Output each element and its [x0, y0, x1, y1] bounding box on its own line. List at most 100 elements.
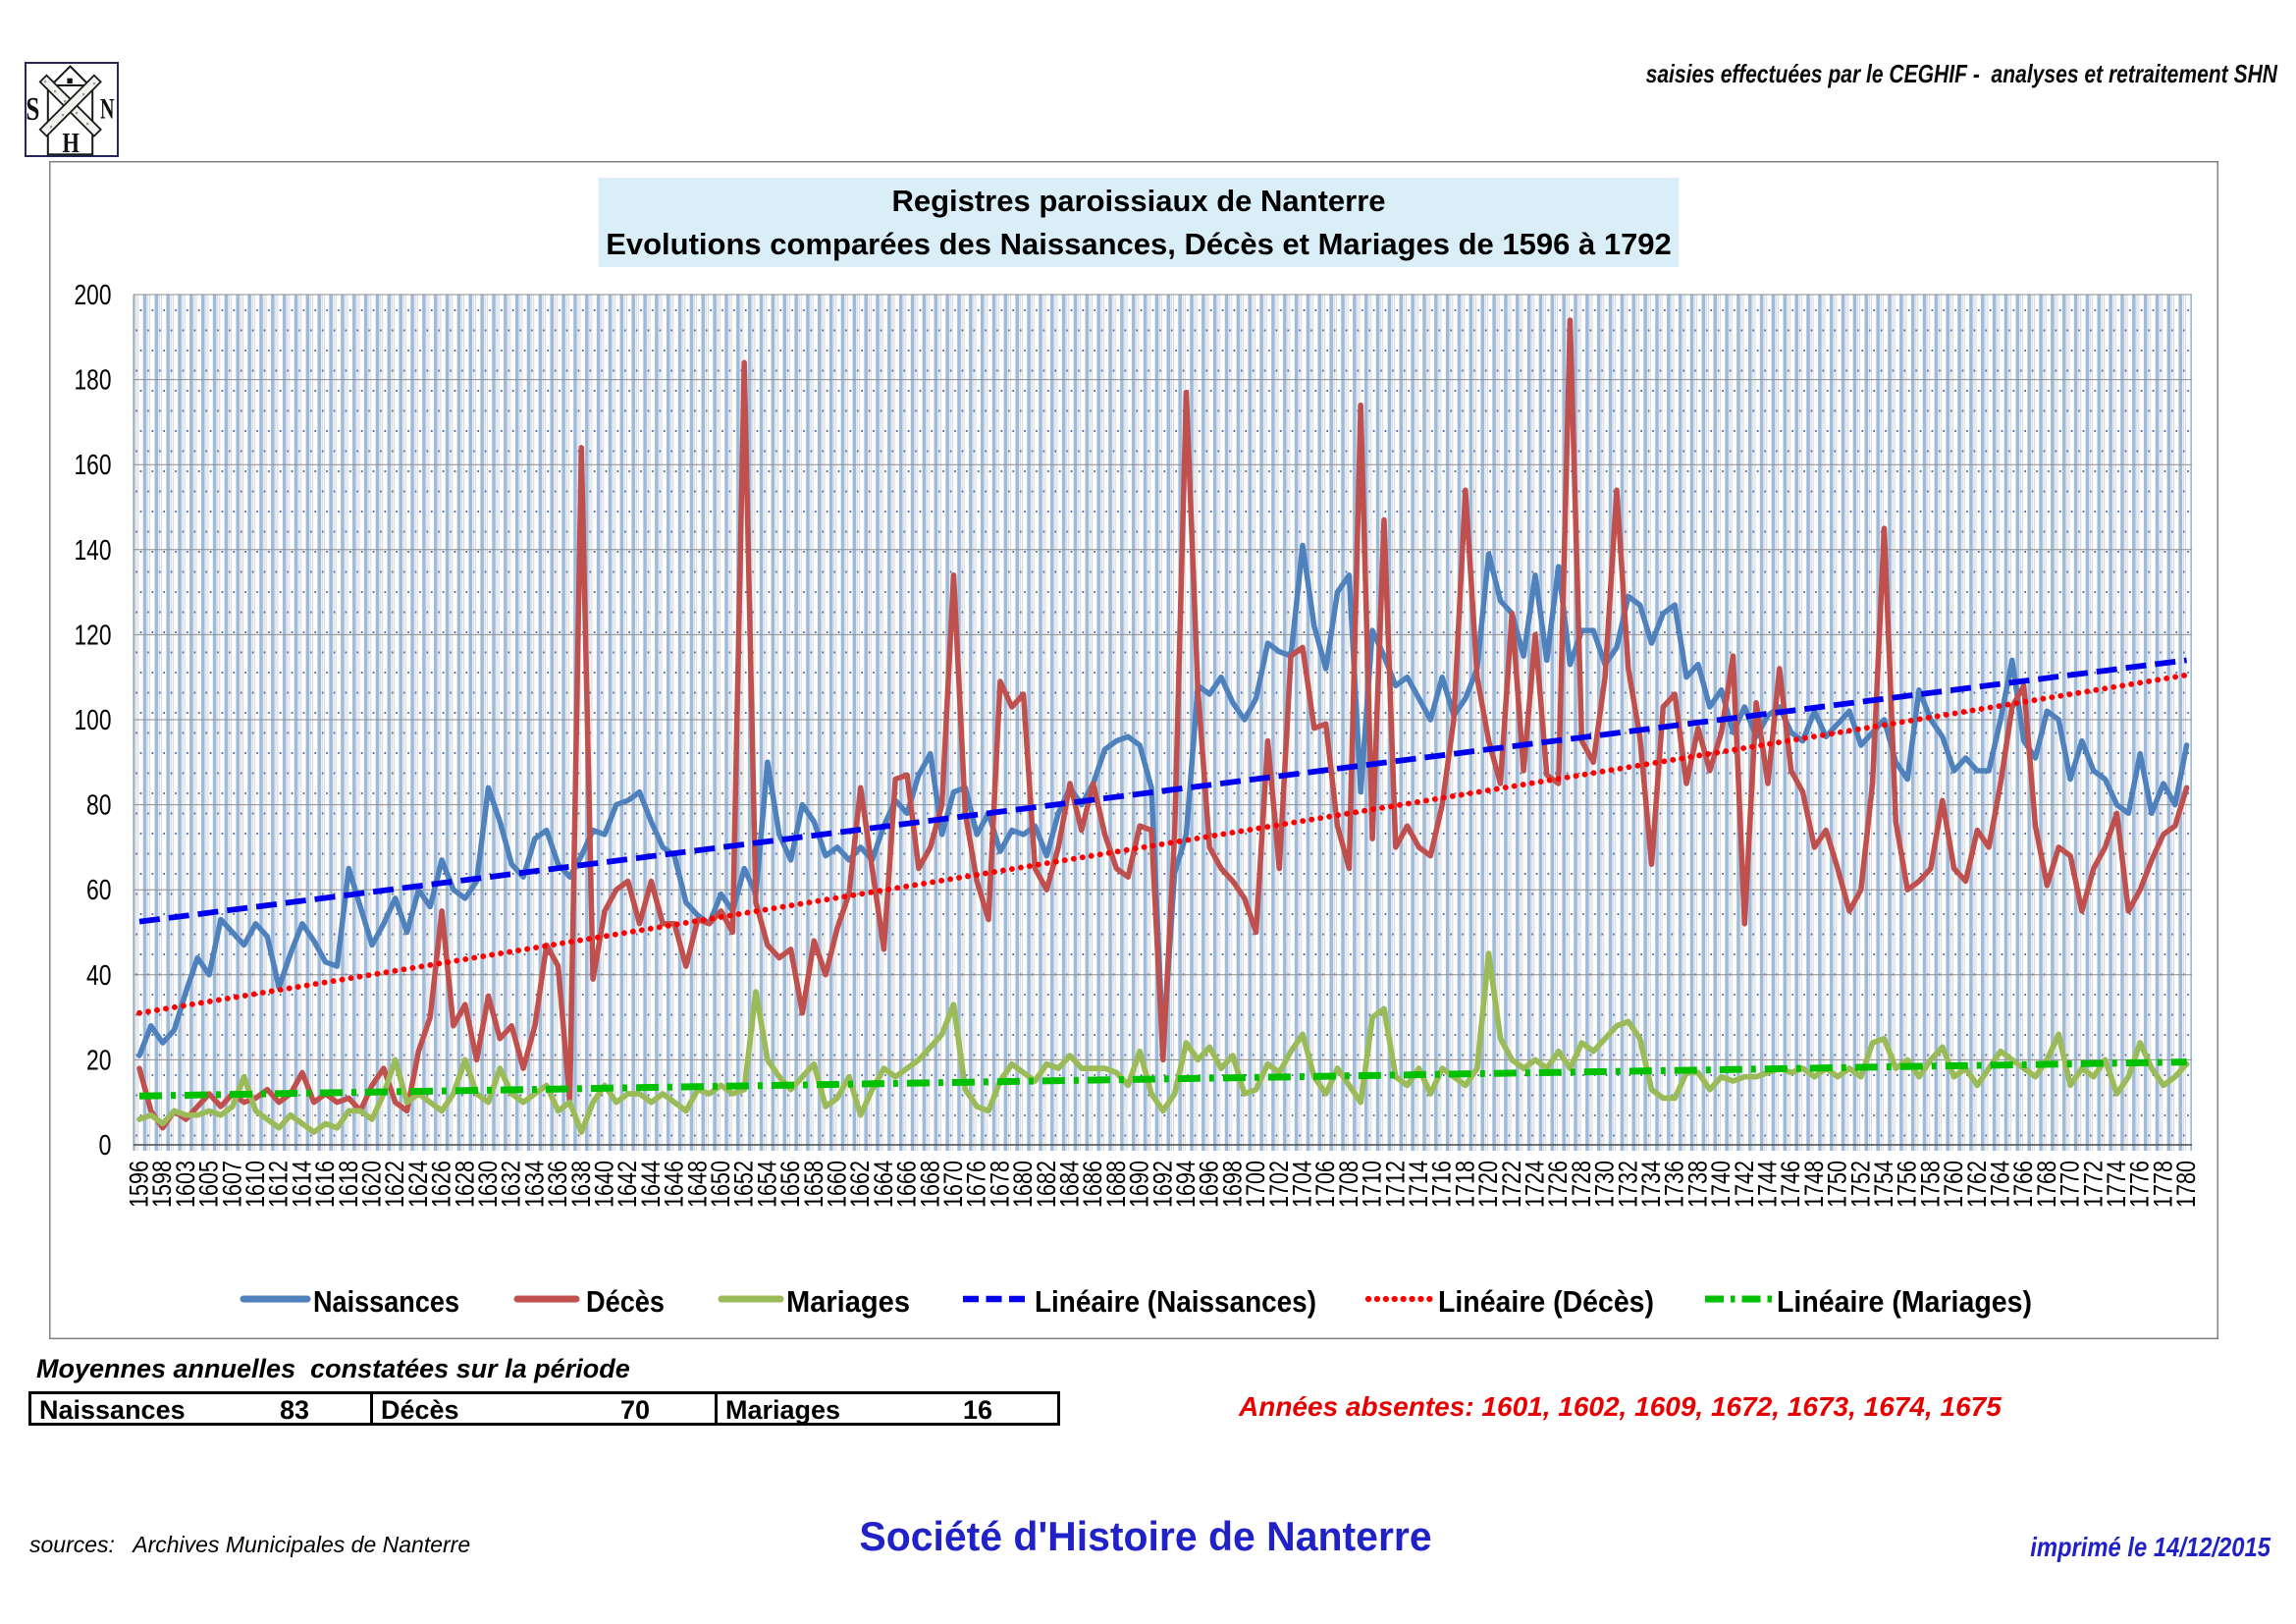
svg-text:1632: 1632: [497, 1161, 526, 1208]
svg-text:1696: 1696: [1195, 1161, 1224, 1208]
svg-text:1702: 1702: [1264, 1161, 1294, 1208]
svg-text:1666: 1666: [892, 1161, 922, 1208]
svg-text:1750: 1750: [1823, 1161, 1852, 1208]
svg-text:1684: 1684: [1055, 1161, 1085, 1208]
svg-text:1704: 1704: [1288, 1161, 1317, 1208]
svg-text:1738: 1738: [1682, 1161, 1712, 1208]
svg-text:1734: 1734: [1636, 1161, 1666, 1208]
svg-text:1624: 1624: [403, 1161, 433, 1208]
svg-text:140: 140: [75, 535, 112, 567]
svg-text:1766: 1766: [2008, 1161, 2038, 1208]
svg-text:1690: 1690: [1125, 1161, 1154, 1208]
svg-text:1718: 1718: [1450, 1161, 1479, 1208]
svg-text:1686: 1686: [1078, 1161, 1107, 1208]
svg-text:1642: 1642: [613, 1161, 642, 1208]
svg-text:1694: 1694: [1171, 1161, 1201, 1208]
svg-text:1646: 1646: [660, 1161, 689, 1208]
svg-text:1712: 1712: [1380, 1161, 1410, 1208]
svg-text:Décès: Décès: [586, 1284, 665, 1319]
svg-text:1706: 1706: [1310, 1161, 1340, 1208]
svg-text:1688: 1688: [1101, 1161, 1131, 1208]
svg-text:1732: 1732: [1613, 1161, 1642, 1208]
svg-text:1682: 1682: [1032, 1161, 1061, 1208]
svg-text:1607: 1607: [217, 1161, 246, 1208]
svg-text:1744: 1744: [1753, 1161, 1783, 1208]
svg-text:1668: 1668: [915, 1161, 944, 1208]
svg-text:120: 120: [75, 620, 112, 651]
svg-text:1678: 1678: [985, 1161, 1014, 1208]
svg-text:1664: 1664: [869, 1161, 898, 1208]
svg-text:1638: 1638: [566, 1161, 596, 1208]
svg-text:1648: 1648: [682, 1161, 712, 1208]
svg-text:1616: 1616: [310, 1161, 340, 1208]
svg-text:1742: 1742: [1730, 1161, 1759, 1208]
svg-text:1756: 1756: [1893, 1161, 1922, 1208]
svg-text:Registres paroissiaux de Nante: Registres paroissiaux de Nanterre: [891, 184, 1385, 218]
svg-text:1698: 1698: [1217, 1161, 1247, 1208]
svg-text:1770: 1770: [2056, 1161, 2085, 1208]
svg-text:1656: 1656: [775, 1161, 805, 1208]
svg-text:Evolutions comparées des Naiss: Evolutions comparées des Naissances, Déc…: [606, 227, 1672, 261]
svg-text:1620: 1620: [357, 1161, 387, 1208]
svg-text:1692: 1692: [1148, 1161, 1177, 1208]
svg-text:1710: 1710: [1358, 1161, 1387, 1208]
svg-text:1746: 1746: [1776, 1161, 1805, 1208]
svg-text:1700: 1700: [1241, 1161, 1270, 1208]
svg-text:180: 180: [75, 365, 112, 397]
svg-text:1680: 1680: [1008, 1161, 1038, 1208]
svg-text:1772: 1772: [2078, 1161, 2108, 1208]
svg-text:1730: 1730: [1590, 1161, 1620, 1208]
svg-text:1636: 1636: [543, 1161, 572, 1208]
svg-text:Mariages: Mariages: [786, 1284, 910, 1319]
svg-text:1752: 1752: [1845, 1161, 1875, 1208]
svg-text:1740: 1740: [1706, 1161, 1735, 1208]
svg-text:80: 80: [86, 790, 112, 822]
svg-text:160: 160: [75, 450, 112, 481]
svg-text:1758: 1758: [1915, 1161, 1945, 1208]
svg-text:0: 0: [99, 1130, 112, 1162]
svg-text:40: 40: [86, 960, 112, 992]
svg-text:1728: 1728: [1567, 1161, 1596, 1208]
svg-text:60: 60: [86, 875, 112, 906]
svg-text:1622: 1622: [380, 1161, 409, 1208]
svg-text:1726: 1726: [1543, 1161, 1573, 1208]
svg-text:1754: 1754: [1869, 1161, 1898, 1208]
svg-text:1652: 1652: [729, 1161, 759, 1208]
svg-text:200: 200: [75, 280, 112, 311]
svg-text:1724: 1724: [1521, 1161, 1550, 1208]
svg-text:1714: 1714: [1404, 1161, 1433, 1208]
svg-text:S: S: [26, 91, 39, 128]
svg-text:100: 100: [75, 705, 112, 736]
svg-text:1762: 1762: [1962, 1161, 1992, 1208]
svg-text:N: N: [100, 93, 115, 126]
svg-text:1612: 1612: [264, 1161, 294, 1208]
svg-text:20: 20: [86, 1045, 112, 1076]
svg-text:1634: 1634: [519, 1161, 549, 1208]
svg-text:1676: 1676: [962, 1161, 991, 1208]
svg-text:H: H: [62, 129, 80, 157]
svg-text:1662: 1662: [845, 1161, 875, 1208]
svg-text:1660: 1660: [823, 1161, 852, 1208]
svg-text:1780: 1780: [2171, 1161, 2201, 1208]
svg-text:1626: 1626: [427, 1161, 456, 1208]
svg-text:1644: 1644: [636, 1161, 666, 1208]
svg-text:1614: 1614: [287, 1161, 316, 1208]
svg-text:1760: 1760: [1939, 1161, 1968, 1208]
svg-text:1764: 1764: [1986, 1161, 2015, 1208]
svg-text:1598: 1598: [147, 1161, 177, 1208]
svg-text:1628: 1628: [450, 1161, 479, 1208]
svg-text:1716: 1716: [1427, 1161, 1457, 1208]
svg-text:1654: 1654: [752, 1161, 781, 1208]
svg-text:1658: 1658: [799, 1161, 828, 1208]
svg-text:Linéaire (Décès): Linéaire (Décès): [1438, 1284, 1654, 1319]
svg-text:1722: 1722: [1497, 1161, 1526, 1208]
svg-text:Linéaire (Mariages): Linéaire (Mariages): [1777, 1284, 2032, 1319]
svg-text:1605: 1605: [194, 1161, 224, 1208]
svg-text:1720: 1720: [1473, 1161, 1503, 1208]
svg-text:1776: 1776: [2125, 1161, 2155, 1208]
svg-text:1768: 1768: [2032, 1161, 2061, 1208]
svg-text:1708: 1708: [1334, 1161, 1363, 1208]
svg-text:1630: 1630: [473, 1161, 503, 1208]
svg-text:1736: 1736: [1660, 1161, 1689, 1208]
svg-text:1603: 1603: [171, 1161, 200, 1208]
